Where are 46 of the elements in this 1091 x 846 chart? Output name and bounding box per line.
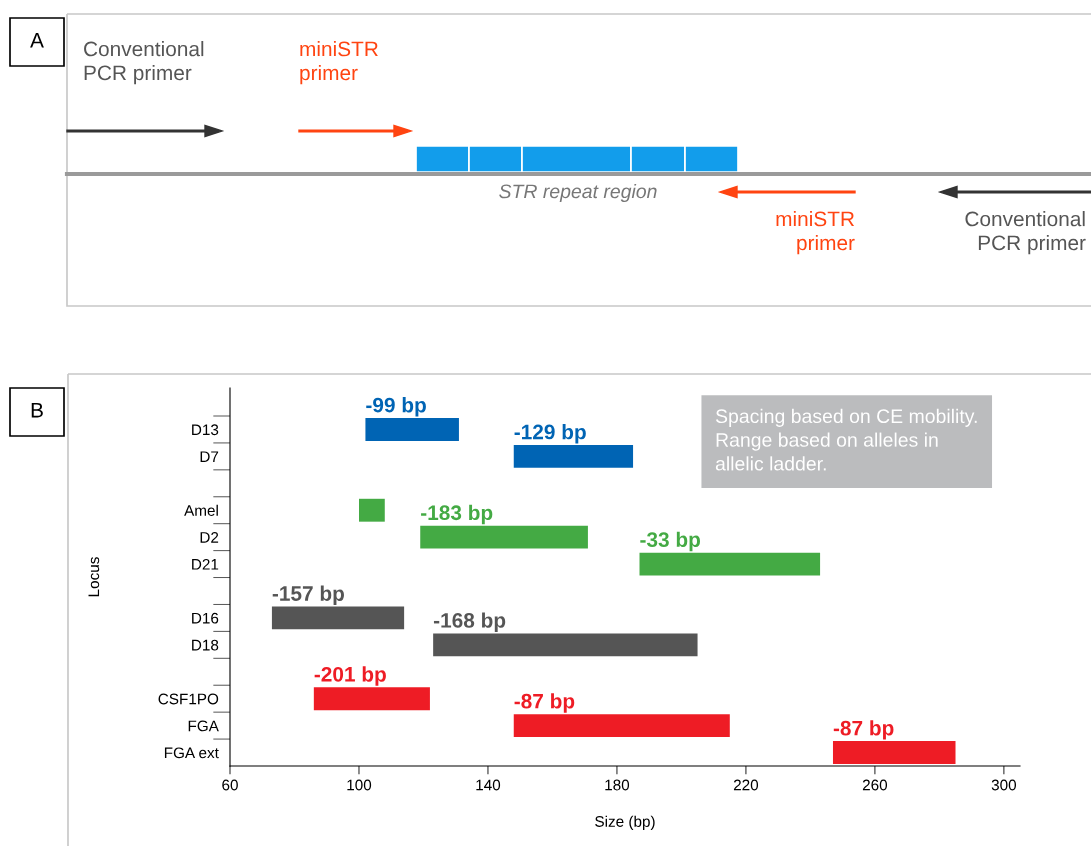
annotation: -87 bp bbox=[514, 693, 575, 713]
annotation: -168 bp bbox=[433, 612, 506, 632]
bar bbox=[639, 552, 821, 576]
annotation: -201 bp bbox=[314, 666, 386, 686]
bar bbox=[832, 741, 956, 764]
annotation: -183 bp bbox=[421, 504, 493, 525]
bar bbox=[365, 418, 459, 441]
x-tick-label: 60 bbox=[222, 779, 238, 791]
annotation: -87 bp bbox=[833, 720, 894, 740]
y-tick-label: D2 bbox=[200, 532, 219, 543]
text: Conventional PCR primer bbox=[84, 41, 204, 85]
x-axis-title: Size (bp) bbox=[595, 815, 655, 830]
annotation: -129 bp bbox=[514, 424, 586, 444]
text: A bbox=[30, 33, 44, 48]
text: STR repeat region bbox=[499, 183, 657, 203]
y-tick-label: D18 bbox=[192, 639, 219, 651]
y-tick-label: D7 bbox=[200, 451, 219, 462]
bar bbox=[358, 498, 385, 522]
text: miniSTR primer bbox=[776, 211, 855, 255]
text: miniSTR primer bbox=[300, 41, 378, 85]
x-tick-label: 140 bbox=[476, 779, 501, 791]
bar bbox=[433, 633, 698, 657]
bar bbox=[313, 687, 430, 711]
x-tick-label: 260 bbox=[862, 779, 888, 791]
annotation: -157 bp bbox=[272, 585, 344, 605]
bar bbox=[420, 525, 588, 549]
x-tick-label: 100 bbox=[347, 779, 372, 791]
y-tick-label: FGA ext bbox=[164, 747, 219, 759]
annotation: -99 bp bbox=[366, 397, 426, 417]
y-tick-label: D21 bbox=[192, 558, 219, 570]
text: Conventional PCR primer bbox=[965, 211, 1086, 255]
bar bbox=[513, 444, 634, 468]
bar bbox=[513, 714, 730, 738]
y-tick-label: FGA bbox=[188, 720, 219, 732]
y-tick-label: D13 bbox=[192, 424, 219, 436]
y-tick-label: CSF1PO bbox=[158, 693, 219, 705]
x-tick-label: 220 bbox=[733, 779, 759, 791]
bar bbox=[271, 606, 405, 630]
y-axis-title: Locus bbox=[88, 557, 100, 597]
y-tick-label: D16 bbox=[192, 612, 219, 624]
annotation: -33 bp bbox=[640, 531, 701, 552]
annotation: Spacing based on CE mobility. Range based on alleles in allelic ladder. bbox=[715, 408, 977, 471]
y-tick-label: Amel bbox=[184, 504, 218, 516]
x-tick-label: 300 bbox=[991, 779, 1017, 791]
x-tick-label: 180 bbox=[605, 779, 630, 791]
text: B bbox=[31, 403, 43, 418]
